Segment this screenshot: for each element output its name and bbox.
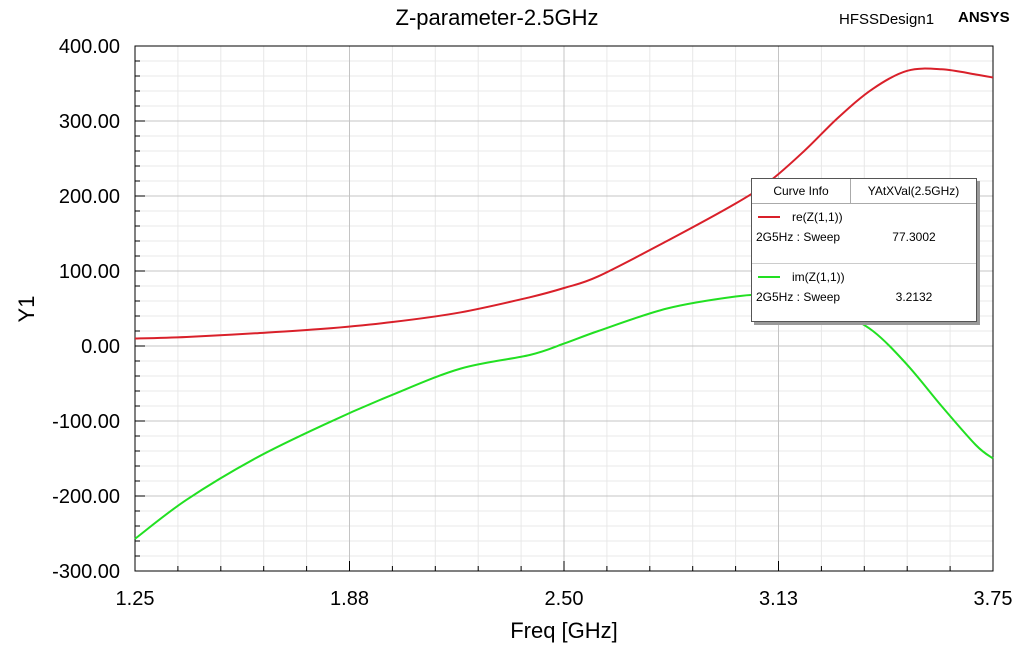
y-tick-label: 100.00 bbox=[59, 261, 120, 283]
legend-curve-name: im(Z(1,1)) bbox=[792, 270, 845, 284]
legend-value: 77.3002 bbox=[892, 230, 936, 244]
legend-value: 3.2132 bbox=[895, 290, 933, 304]
y-axis-label: Y1 bbox=[14, 296, 39, 323]
y-tick-label: 200.00 bbox=[59, 186, 120, 208]
x-axis-label: Freq [GHz] bbox=[510, 618, 618, 643]
series-line-re-z11 bbox=[134, 67, 994, 340]
y-tick-label: 400.00 bbox=[59, 36, 120, 58]
ansys-logo: ANSYS bbox=[958, 9, 1010, 26]
legend-entry-re[interactable]: re(Z(1,1)) 2G5Hz : Sweep 77.3002 bbox=[752, 204, 976, 264]
legend-sweep-name: 2G5Hz : Sweep bbox=[756, 230, 841, 244]
series-layer bbox=[134, 67, 994, 540]
legend-swatch-re bbox=[758, 216, 780, 218]
x-tick-label: 1.25 bbox=[116, 588, 155, 610]
curve-info-legend[interactable]: Curve Info YAtXVal(2.5GHz) re(Z(1,1)) 2G… bbox=[751, 178, 977, 322]
x-tick-label: 2.50 bbox=[545, 588, 584, 610]
legend-sweep-name: 2G5Hz : Sweep bbox=[756, 290, 841, 304]
x-tick-label: 1.88 bbox=[330, 588, 369, 610]
y-tick-label: -100.00 bbox=[52, 411, 120, 433]
legend-col-curve-info: Curve Info bbox=[752, 179, 851, 203]
y-tick-label: -300.00 bbox=[52, 561, 120, 583]
x-tick-labels: 1.25 1.88 2.50 3.13 3.75 bbox=[116, 588, 1013, 610]
legend-col-value: YAtXVal(2.5GHz) bbox=[867, 184, 960, 198]
design-name: HFSSDesign1 bbox=[839, 11, 934, 28]
series-line-im-z11 bbox=[134, 293, 994, 540]
x-tick-label: 3.75 bbox=[974, 588, 1013, 610]
y-tick-label: -200.00 bbox=[52, 486, 120, 508]
y-tick-label: 0.00 bbox=[81, 336, 120, 358]
legend-header: Curve Info YAtXVal(2.5GHz) bbox=[752, 179, 976, 204]
y-tick-label: 300.00 bbox=[59, 111, 120, 133]
legend-entry-im[interactable]: im(Z(1,1)) 2G5Hz : Sweep 3.2132 bbox=[752, 264, 976, 323]
chart-title: Z-parameter-2.5GHz bbox=[396, 5, 599, 30]
x-tick-label: 3.13 bbox=[759, 588, 798, 610]
y-tick-labels: 400.00 300.00 200.00 100.00 0.00 -100.00 -200.… bbox=[52, 36, 120, 583]
axis-ticks bbox=[134, 45, 994, 572]
legend-curve-name: re(Z(1,1)) bbox=[792, 210, 843, 224]
legend-swatch-im bbox=[758, 276, 780, 278]
